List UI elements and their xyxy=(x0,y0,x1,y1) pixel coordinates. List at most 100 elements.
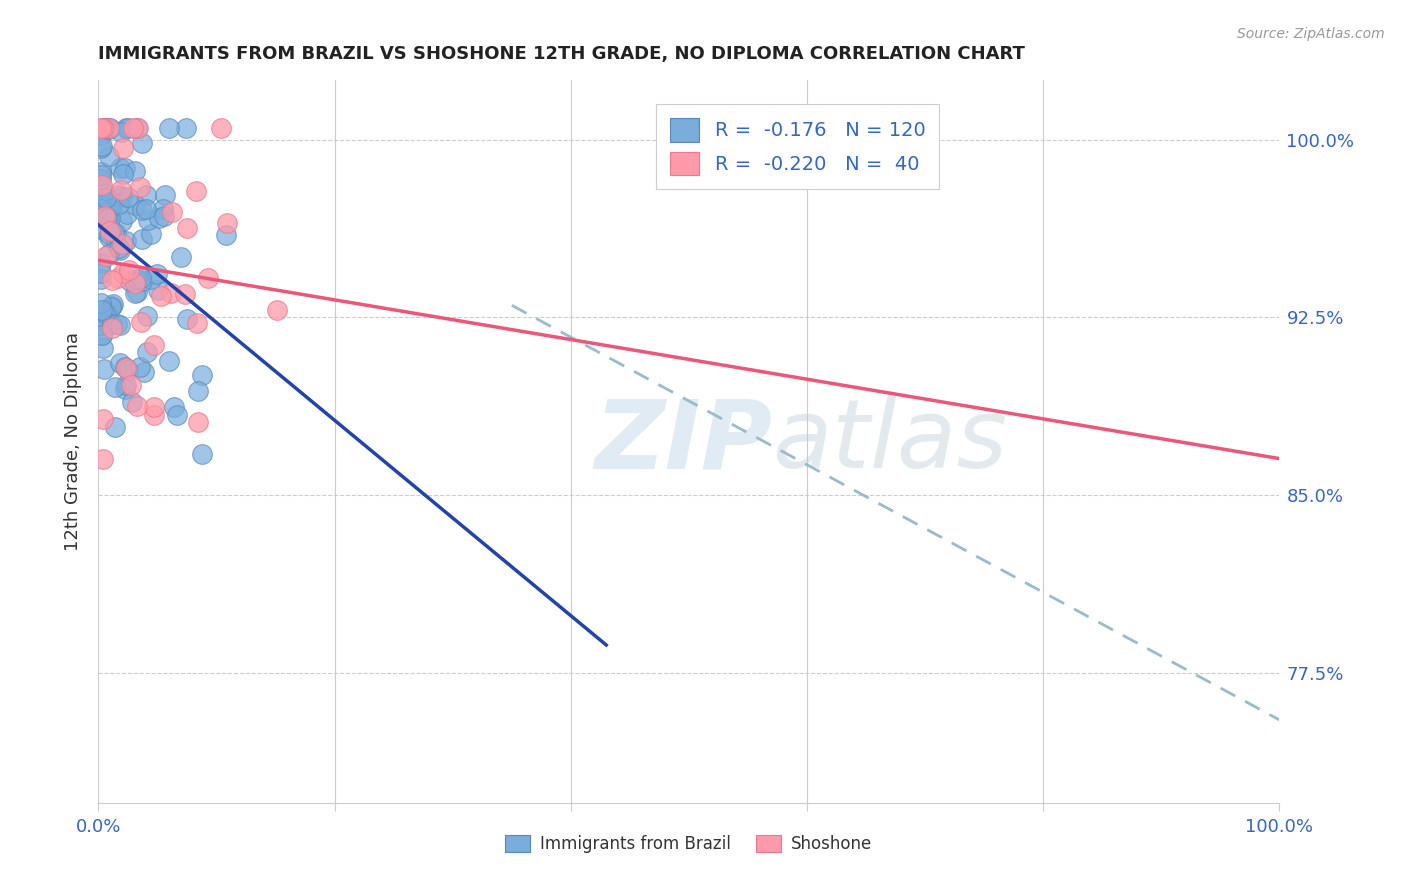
Point xyxy=(94,191,117,205)
Point xyxy=(91,327,114,342)
Point xyxy=(90,256,112,270)
Point xyxy=(135,202,157,217)
Point xyxy=(215,228,238,243)
Point xyxy=(100,273,122,287)
Point xyxy=(124,164,146,178)
Point xyxy=(107,241,129,255)
Point xyxy=(98,120,121,135)
Point xyxy=(101,320,124,334)
Point xyxy=(90,312,112,326)
Point xyxy=(98,120,121,135)
Point xyxy=(90,128,112,143)
Point xyxy=(131,232,153,246)
Point xyxy=(93,208,115,222)
Point xyxy=(150,289,173,303)
Point xyxy=(104,420,127,434)
Point xyxy=(93,121,115,136)
Point xyxy=(115,120,138,135)
Point xyxy=(98,219,121,233)
Point xyxy=(129,270,152,285)
Point xyxy=(97,246,120,260)
Point xyxy=(197,271,219,285)
Point xyxy=(94,306,117,320)
Point xyxy=(98,227,121,241)
Point xyxy=(90,168,112,182)
Point xyxy=(127,399,149,413)
Point xyxy=(91,303,114,318)
Point xyxy=(97,121,120,136)
Point xyxy=(91,328,114,343)
Point xyxy=(108,161,131,176)
Point xyxy=(209,120,232,135)
Point xyxy=(96,211,118,226)
Point xyxy=(117,362,139,376)
Point xyxy=(90,296,112,310)
Point xyxy=(110,190,132,204)
Point xyxy=(93,120,115,135)
Point xyxy=(100,300,122,314)
Point xyxy=(107,270,129,285)
Text: atlas: atlas xyxy=(772,395,1007,488)
Point xyxy=(170,250,193,264)
Point xyxy=(97,120,120,135)
Point xyxy=(157,354,180,368)
Y-axis label: 12th Grade, No Diploma: 12th Grade, No Diploma xyxy=(65,332,83,551)
Point xyxy=(93,195,115,210)
Point xyxy=(132,366,155,380)
Point xyxy=(101,200,124,214)
Point xyxy=(90,222,112,236)
Point xyxy=(118,263,141,277)
Point xyxy=(125,272,148,286)
Point xyxy=(131,136,153,151)
Point xyxy=(114,359,136,374)
Point xyxy=(139,227,162,241)
Point xyxy=(91,411,114,425)
Point xyxy=(136,309,159,323)
Point xyxy=(104,226,127,240)
Text: Source: ZipAtlas.com: Source: ZipAtlas.com xyxy=(1237,27,1385,41)
Point xyxy=(120,274,142,288)
Point xyxy=(93,199,115,213)
Point xyxy=(111,214,134,228)
Point xyxy=(117,190,139,204)
Point xyxy=(91,120,114,135)
Point xyxy=(174,120,197,135)
Point xyxy=(152,202,174,217)
Point xyxy=(96,303,118,318)
Point xyxy=(176,220,198,235)
Point xyxy=(104,380,127,394)
Point xyxy=(129,180,152,194)
Point xyxy=(91,452,114,467)
Point xyxy=(153,209,176,223)
Point xyxy=(143,400,166,414)
Point xyxy=(190,446,212,460)
Point xyxy=(148,211,170,225)
Point xyxy=(94,120,117,135)
Point xyxy=(187,415,209,429)
Point xyxy=(184,185,207,199)
Point xyxy=(160,204,183,219)
Point xyxy=(110,318,132,333)
Point xyxy=(96,249,118,263)
Point xyxy=(125,120,148,135)
Point xyxy=(105,318,128,332)
Point xyxy=(90,311,112,326)
Point xyxy=(111,236,134,251)
Point xyxy=(266,302,288,317)
Point xyxy=(103,226,125,240)
Point xyxy=(160,286,183,301)
Point xyxy=(157,120,180,135)
Point xyxy=(91,120,114,135)
Point xyxy=(127,285,149,299)
Legend: Immigrants from Brazil, Shoshone: Immigrants from Brazil, Shoshone xyxy=(499,828,879,860)
Point xyxy=(110,183,132,197)
Point xyxy=(112,266,135,280)
Point xyxy=(114,161,136,175)
Point xyxy=(108,356,131,370)
Point xyxy=(142,408,165,422)
Point xyxy=(186,316,208,330)
Point xyxy=(191,368,214,382)
Point xyxy=(93,362,115,376)
Point xyxy=(98,211,121,226)
Point xyxy=(124,198,146,212)
